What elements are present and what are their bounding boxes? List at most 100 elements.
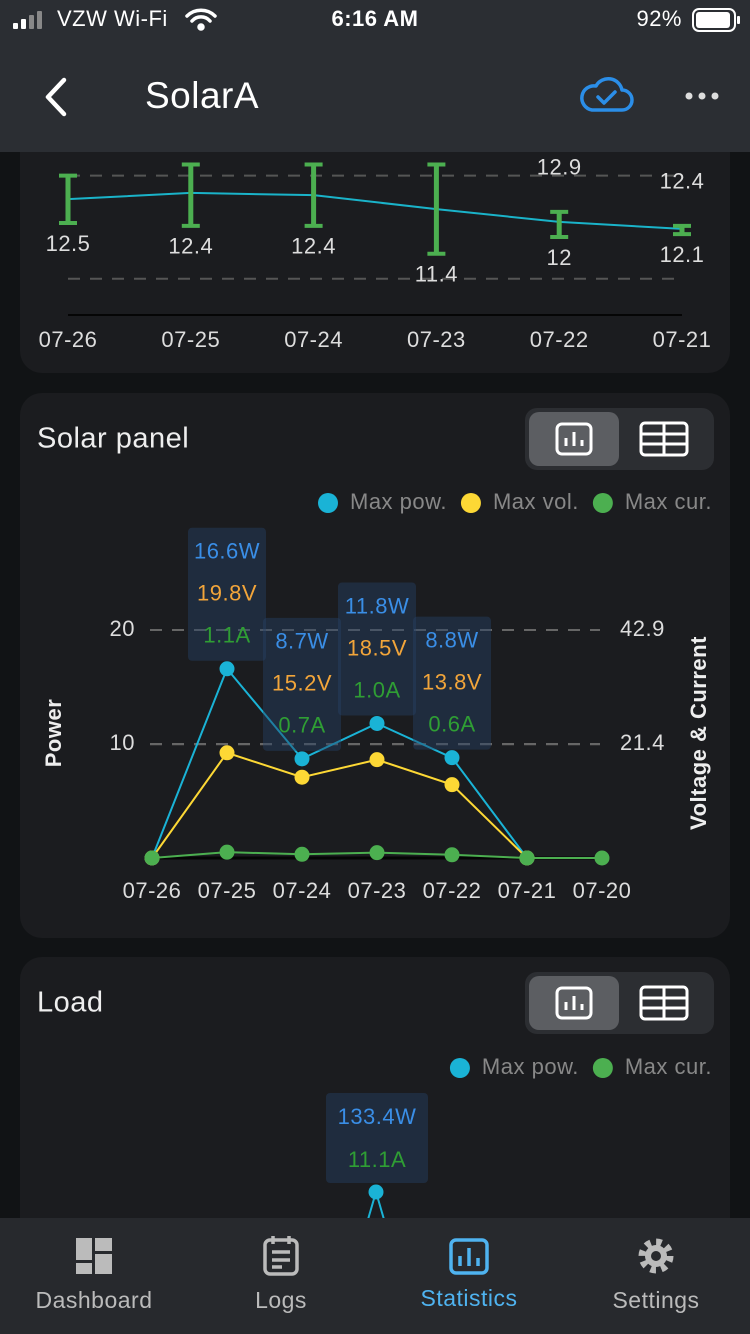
more-button[interactable] [685,92,719,100]
data-point [369,845,385,861]
card [20,152,730,373]
tooltip-label: 1.0A [353,677,400,702]
x-tick-label: 07-23 [348,878,407,903]
legend-label: Max pow. [482,1054,579,1079]
tab-label[interactable]: Statistics [420,1285,517,1311]
data-point [294,769,310,785]
tooltip-box [413,616,491,750]
legend-label: Max cur. [625,1054,712,1079]
signal-icon [13,11,42,29]
value-label-low: 12.5 [46,231,91,256]
table-view-button[interactable] [639,985,689,1021]
data-point [594,850,610,866]
tooltip-label: 1.1A [203,623,250,648]
legend-label: Max pow. [350,489,447,514]
tooltip-label: 8.7W [275,629,328,654]
scroll-content: Solar panel Load Power Voltage & Current… [20,152,730,1218]
x-tick-label: 07-26 [123,878,182,903]
battery-percent: 92% [636,6,682,31]
x-tick-label: 07-24 [284,327,343,352]
card [20,393,730,938]
legend-dot [318,493,338,513]
series-line [151,666,528,859]
value-label-low: 12.1 [660,242,705,267]
x-tick-label: 07-23 [407,327,466,352]
tooltip-label: 8.8W [425,627,478,652]
x-tick-label: 07-22 [423,878,482,903]
data-point [144,850,160,866]
legend-dot [449,1058,470,1078]
settings-icon [638,1238,674,1274]
y-tick-label: 10 [110,730,135,755]
y-axis-label: Power [41,699,66,768]
data-point [444,847,460,863]
value-label-low: 12.4 [291,234,336,259]
top-bar: VZW Wi-Fi 6:16 AM 92% SolarA [0,0,750,152]
chart-icon [555,422,593,456]
data-point [294,846,310,862]
x-tick-label: 07-20 [573,878,632,903]
carrier: VZW Wi-Fi [57,6,168,31]
x-tick-label: 07-21 [498,878,557,903]
data-point [369,752,385,768]
cloud-sync-button[interactable] [580,77,634,112]
view-toggle [525,972,714,1034]
battery-icon [692,8,740,32]
tooltip-box [326,1093,428,1183]
tooltip-label: 18.5V [347,635,407,660]
value-label-low: 11.4 [415,262,458,287]
tab-label[interactable]: Logs [255,1287,307,1313]
trend-line [67,191,683,230]
tooltip-box [263,617,341,751]
view-toggle [525,408,714,470]
tab-label[interactable]: Settings [612,1287,699,1313]
data-point [444,750,460,766]
table-view-button[interactable] [639,421,689,457]
y2-tick-label: 42.9 [620,616,665,641]
tooltip-label: 19.8V [197,581,257,606]
value-label-low: 12 [546,245,571,270]
tab-label[interactable]: Dashboard [35,1287,152,1313]
tooltip-label: 133.4W [338,1104,417,1129]
legend-label: Max vol. [493,489,579,514]
wifi-icon [185,8,217,31]
legend-dot [592,1058,613,1078]
tooltip-label: 16.6W [194,539,260,564]
value-label-high: 12.4 [660,169,705,194]
data-point [369,715,385,731]
data-point [294,751,310,767]
legend-dot [460,493,481,513]
legend-label: Max cur. [625,489,712,514]
logs-icon [263,1236,299,1276]
tooltip-box [338,582,416,716]
tooltip-label: 0.6A [428,711,475,736]
card-title: Load [37,987,104,1019]
header-bg [0,0,750,152]
dashboard-icon [76,1238,112,1274]
tooltip-label: 13.8V [422,669,482,694]
x-tick-label: 07-25 [161,327,220,352]
tooltip-label: 0.7A [278,713,325,738]
value-label-low: 12.4 [168,234,213,259]
data-point [219,661,235,677]
y-tick-label: 20 [110,616,135,641]
x-tick-label: 07-25 [198,878,257,903]
back-button[interactable] [45,77,67,117]
tab-bar-bg [0,1218,750,1334]
x-tick-label: 07-26 [39,327,98,352]
data-point [219,745,235,761]
data-point [444,777,460,793]
data-point [368,1184,384,1200]
tooltip-label: 11.1A [348,1147,406,1172]
statistics-icon [449,1238,489,1275]
legend-dot [592,493,613,513]
card-title: Solar panel [37,423,189,455]
x-tick-label: 07-22 [530,327,589,352]
x-tick-label: 07-24 [273,878,332,903]
series-line [151,751,528,859]
value-label-high: 12.9 [537,155,582,180]
y2-axis-label: Voltage & Current [686,636,711,830]
device-title: SolarA [145,75,259,116]
